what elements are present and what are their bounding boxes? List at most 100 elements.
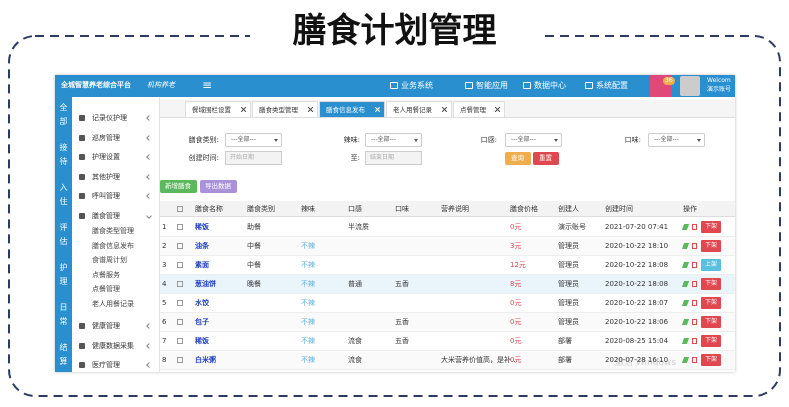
menu-item[interactable]: 膳食管理 [92,211,120,220]
status-button[interactable]: 上架 [701,259,721,271]
date-input[interactable]: 结束日期 [365,151,422,165]
tab[interactable]: 点餐管理 [453,101,505,118]
filter-select[interactable]: ---全部--- [505,133,562,147]
filter-select[interactable]: ---全部--- [225,133,282,147]
menu-item[interactable]: 健康管理 [92,322,120,330]
table-cell: 不辣 [301,318,315,326]
meal-name[interactable]: 水饺 [195,299,209,307]
button-label: 上架 [705,261,718,268]
menu-item[interactable]: 其他护理 [92,172,120,181]
status-button[interactable]: 下架 [701,278,721,290]
submenu-item[interactable]: 老人用餐记录 [92,299,134,308]
row-checkbox[interactable] [177,357,183,363]
table-cell: 0元 [510,299,522,307]
table-row [160,275,735,294]
row-checkbox[interactable] [177,319,183,325]
tab[interactable]: 膳食信息发布 [319,101,385,118]
column-header: 膳食名称 [195,205,223,213]
row-checkbox[interactable] [177,224,183,230]
menu-item[interactable]: 呼叫管理 [92,192,120,200]
submenu-item[interactable]: 膳食信息发布 [92,241,134,250]
table-cell: 大米营养价值高，是补... [441,356,518,364]
tab[interactable]: 老人用餐记录 [386,101,452,118]
tab[interactable]: 餐域围栏设置 [185,101,251,118]
row-checkbox[interactable] [177,338,183,344]
table-cell: 0元 [510,223,522,231]
action-button[interactable]: 新增膳食 [160,180,197,193]
filter-select[interactable]: ---全部--- [648,133,705,147]
nav-item[interactable]: 数据中心 [534,81,566,90]
strip-item[interactable]: 接待 [59,143,68,171]
delete-icon[interactable] [692,243,697,249]
row-checkbox[interactable] [177,300,183,306]
select-text: ---全部--- [371,136,396,143]
submenu-item[interactable]: 膳食类型管理 [92,227,134,235]
tab-close[interactable] [308,107,313,112]
badge: 36 [663,77,675,85]
table-cell: 2020-10-22 18:10 [605,242,669,250]
strip-item[interactable]: 入住 [59,183,68,211]
tab[interactable]: 膳食类型管理 [252,101,318,118]
meal-name[interactable]: 稀饭 [195,337,209,345]
menu-icon [79,323,85,329]
action-button[interactable]: 导出数据 [200,180,237,193]
top-bar: 全城智慧养老综合平台 机构养老 ≡ 业务系统 智能应用 数据中心 系统配置 36 Welcom 演… [55,75,735,97]
meal-name[interactable]: 葱油饼 [195,280,216,288]
strip-item[interactable]: 护理 [59,263,68,291]
delete-icon[interactable] [692,224,697,230]
date-input[interactable]: 开始日期 [225,151,282,165]
meal-name[interactable]: 白米粥 [195,356,216,364]
delete-icon[interactable] [692,300,697,306]
delete-icon[interactable] [692,357,697,363]
filter-button[interactable]: 重置 [533,152,559,165]
delete-icon[interactable] [692,281,697,287]
tab-close[interactable] [495,107,500,112]
row-checkbox[interactable] [177,243,183,249]
meal-name[interactable]: 素面 [195,261,209,269]
strip-item[interactable]: 结算 [59,343,68,371]
strip-item[interactable]: 评估 [59,223,68,251]
menu-item[interactable]: 记录仪护理 [92,114,127,122]
nav-item[interactable]: 智能应用 [476,81,508,90]
menu-item[interactable]: 健康数据采集 [92,341,134,350]
submenu-item[interactable]: 点餐服务 [92,270,120,279]
column-header: 创建人 [558,205,579,213]
strip-item[interactable]: 日常 [59,303,68,331]
meal-name[interactable]: 包子 [195,318,209,326]
menu-item[interactable]: 护理设置 [92,153,120,161]
meal-name[interactable]: 油条 [195,242,209,250]
menu-item[interactable]: 医疗管理 [92,361,120,369]
header-checkbox[interactable] [177,206,183,212]
menu-toggle[interactable]: ≡ [202,78,213,92]
submenu-item[interactable]: 食谱周计划 [92,256,127,264]
row-checkbox[interactable] [177,262,183,268]
tab-close[interactable] [442,107,447,112]
button-label: 下架 [705,356,718,363]
filter-select[interactable]: ---全部--- [365,133,422,147]
row-checkbox[interactable] [177,281,183,287]
tab-close[interactable] [241,107,246,112]
strip-item[interactable]: 全部 [59,103,68,131]
delete-icon[interactable] [692,338,697,344]
status-button[interactable]: 下架 [701,297,721,309]
menu-item[interactable]: 巡房管理 [92,133,120,142]
delete-icon[interactable] [692,262,697,268]
status-button[interactable]: 下架 [701,335,721,347]
submenu-item[interactable]: 点餐管理 [92,285,120,293]
table-cell: 流食 [348,356,362,364]
table-cell: 2020-10-22 18:06 [605,318,669,326]
filter-button[interactable]: 查询 [505,152,531,165]
nav-item[interactable]: 系统配置 [596,81,628,90]
status-button[interactable]: 下架 [701,316,721,328]
table-row [160,237,735,256]
delete-icon[interactable] [692,319,697,325]
menu-icon [79,115,85,121]
status-button[interactable]: 下架 [701,354,721,366]
tab-label: 膳食信息发布 [326,106,365,114]
tab-close[interactable] [375,107,380,112]
meal-name[interactable]: 稀饭 [195,223,209,231]
status-button[interactable]: 下架 [701,221,721,233]
nav-item[interactable]: 业务系统 [401,81,433,90]
status-button[interactable]: 下架 [701,240,721,252]
left-strip [55,97,72,372]
